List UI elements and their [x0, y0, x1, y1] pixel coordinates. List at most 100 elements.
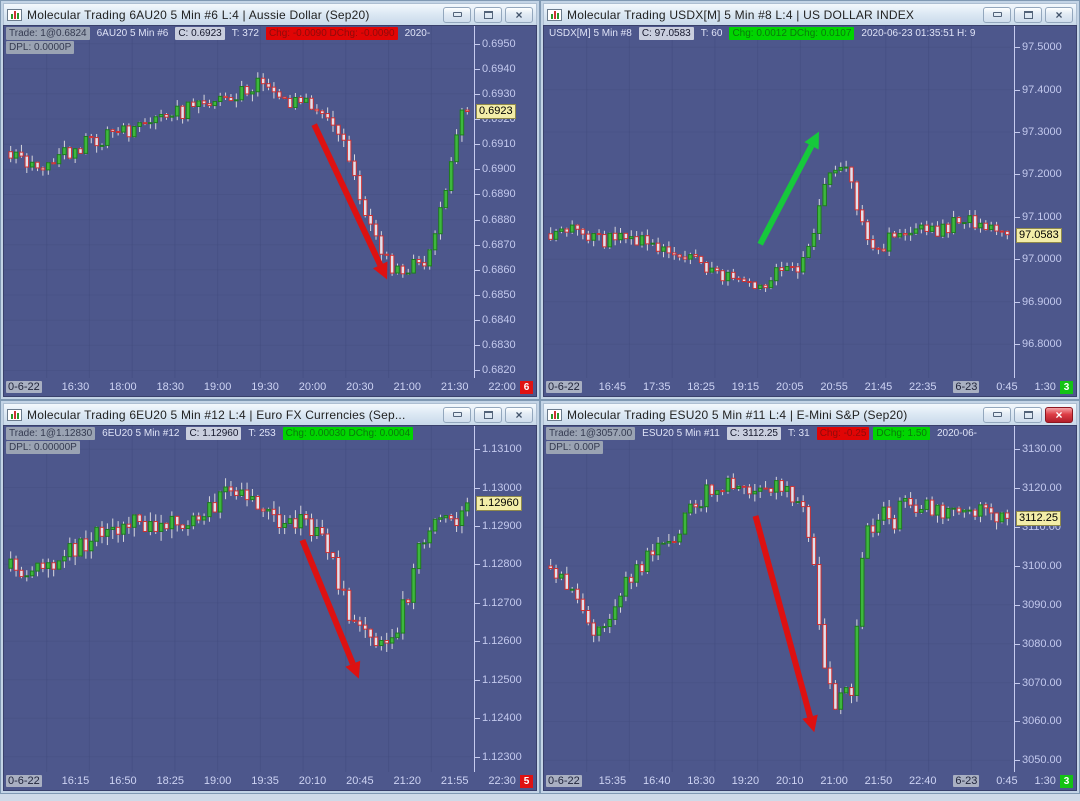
current-price-label: 97.0583	[1016, 227, 1062, 243]
info-line-2: DPL: 0.00P	[546, 441, 1012, 454]
window-titlebar[interactable]: Molecular Trading ESU20 5 Min #11 L:4 | …	[543, 403, 1077, 425]
info-chip: 2020-	[404, 28, 431, 39]
info-bar: USDX[M] 5 Min #8 C: 97.0583 T: 60 Chg: 0.00…	[546, 27, 1012, 42]
info-line-1: Trade: 1@3057.00 ESU20 5 Min #11 C: 3112.2…	[546, 427, 1012, 440]
info-chip: C: 97.0583	[638, 27, 694, 40]
price-tick: 3090.00	[1015, 598, 1062, 611]
app-logo-icon	[7, 8, 22, 21]
minimize-icon	[992, 12, 1002, 17]
minimize-button[interactable]	[983, 6, 1011, 23]
candlestick-chart[interactable]	[544, 26, 1014, 378]
time-tick: 20:10	[775, 775, 804, 787]
app-logo-icon	[7, 408, 22, 421]
time-tick: 1:30	[1034, 775, 1056, 787]
price-tick: 0.6930	[475, 87, 516, 100]
time-tick: 22:40	[909, 775, 937, 787]
price-tick: 3130.00	[1015, 443, 1062, 456]
window-controls: ×	[983, 406, 1073, 423]
info-chip: 2020-06-	[936, 428, 978, 439]
time-tick: 16:45	[598, 381, 627, 393]
chart-window-6au20: Molecular Trading 6AU20 5 Min #6 L:4 | A…	[0, 0, 540, 400]
maximize-icon	[483, 410, 493, 419]
price-tick: 1.12600	[475, 635, 522, 648]
time-axis: 0-6-22 16:45 17:35 18:25 19:15 20:05 20:55 21:4…	[544, 378, 1076, 396]
candlestick-chart[interactable]	[544, 426, 1014, 772]
maximize-button[interactable]	[1014, 6, 1042, 23]
price-tick: 0.6940	[475, 62, 516, 75]
close-icon: ×	[515, 7, 523, 22]
price-tick: 97.2000	[1015, 168, 1062, 181]
close-button[interactable]: ×	[1045, 6, 1073, 23]
price-tick: 3100.00	[1015, 559, 1062, 572]
info-chip: ESU20 5 Min #11	[642, 428, 720, 439]
maximize-button[interactable]	[474, 406, 502, 423]
minimize-icon	[992, 412, 1002, 417]
close-icon: ×	[515, 407, 523, 422]
window-titlebar[interactable]: Molecular Trading USDX[M] 5 Min #8 L:4 |…	[543, 3, 1077, 25]
info-chip: C: 3112.25	[726, 427, 781, 440]
time-tick: 20:30	[346, 381, 374, 393]
time-tick: 21:30	[440, 381, 469, 393]
trend-arrow	[802, 714, 818, 733]
time-tick: 20:55	[820, 381, 848, 393]
info-chip: Chg: 0.00030 DChg: 0.0004	[282, 427, 414, 440]
price-tick: 3060.00	[1015, 715, 1062, 728]
time-tick: 19:30	[251, 381, 279, 393]
time-tick: 18:00	[109, 381, 137, 393]
time-tick: 19:00	[203, 381, 232, 393]
maximize-button[interactable]	[1014, 406, 1042, 423]
minimize-button[interactable]	[443, 406, 471, 423]
time-tick: 19:20	[731, 775, 760, 787]
info-bar: Trade: 1@3057.00 ESU20 5 Min #11 C: 3112.2…	[546, 427, 1012, 455]
info-chip: Chg: -0.0090 DChg: -0.0090	[265, 27, 398, 40]
info-chip: Chg: 0.0012 DChg: 0.0107	[729, 27, 855, 40]
candlestick-chart[interactable]	[4, 426, 474, 772]
close-button[interactable]: ×	[1045, 406, 1073, 423]
time-tick: 1:30	[1034, 381, 1056, 393]
price-tick: 0.6830	[475, 339, 516, 352]
info-line-1: USDX[M] 5 Min #8 C: 97.0583 T: 60 Chg: 0.00…	[546, 27, 1012, 40]
maximize-button[interactable]	[474, 6, 502, 23]
trend-arrow	[804, 131, 819, 150]
time-tick: 6-23	[953, 775, 980, 787]
trend-arrow	[345, 660, 361, 679]
minimize-button[interactable]	[983, 406, 1011, 423]
info-bar: Trade: 1@1.12830 6EU20 5 Min #12 C: 1.1296…	[6, 427, 472, 455]
maximize-icon	[1023, 410, 1033, 419]
chart-window-6eu20: Molecular Trading 6EU20 5 Min #12 L:4 | …	[0, 400, 540, 794]
price-tick: 3120.00	[1015, 482, 1062, 495]
price-tick: 1.12800	[475, 558, 522, 571]
close-button[interactable]: ×	[505, 6, 533, 23]
minimize-icon	[452, 12, 462, 17]
info-chip: Chg: -0.25	[816, 427, 870, 440]
window-controls: ×	[443, 406, 533, 423]
chart-window-esu20: Molecular Trading ESU20 5 Min #11 L:4 | …	[540, 400, 1080, 794]
price-tick: 97.0000	[1015, 253, 1062, 266]
time-tick: 0-6-22	[546, 775, 582, 787]
chart-content: Trade: 1@1.12830 6EU20 5 Min #12 C: 1.1296…	[3, 425, 537, 791]
minimize-button[interactable]	[443, 6, 471, 23]
time-tick: 18:25	[687, 381, 715, 393]
info-chip: USDX[M] 5 Min #8	[549, 28, 632, 39]
candlestick-chart[interactable]	[4, 26, 474, 378]
time-tick: 16:50	[109, 775, 137, 787]
info-chip: Trade: 1@3057.00	[546, 427, 636, 440]
time-tick: 0-6-22	[6, 775, 42, 787]
window-title: Molecular Trading 6EU20 5 Min #12 L:4 | …	[27, 407, 406, 422]
window-titlebar[interactable]: Molecular Trading 6EU20 5 Min #12 L:4 | …	[3, 403, 537, 425]
trend-arrow	[373, 261, 388, 280]
info-chip: Trade: 1@0.6824	[6, 27, 90, 40]
price-tick: 0.6820	[475, 364, 516, 377]
time-tick: 16:40	[642, 775, 671, 787]
time-tick: 21:50	[864, 775, 893, 787]
time-tick: 21:45	[864, 381, 893, 393]
time-tick: 0:45	[996, 381, 1018, 393]
price-tick: 97.3000	[1015, 126, 1062, 139]
price-tick: 97.4000	[1015, 83, 1062, 96]
window-titlebar[interactable]: Molecular Trading 6AU20 5 Min #6 L:4 | A…	[3, 3, 537, 25]
price-tick: 97.5000	[1015, 41, 1062, 54]
info-line-2: DPL: 0.00000P	[6, 441, 472, 454]
price-tick: 1.12900	[475, 519, 522, 532]
close-button[interactable]: ×	[505, 406, 533, 423]
